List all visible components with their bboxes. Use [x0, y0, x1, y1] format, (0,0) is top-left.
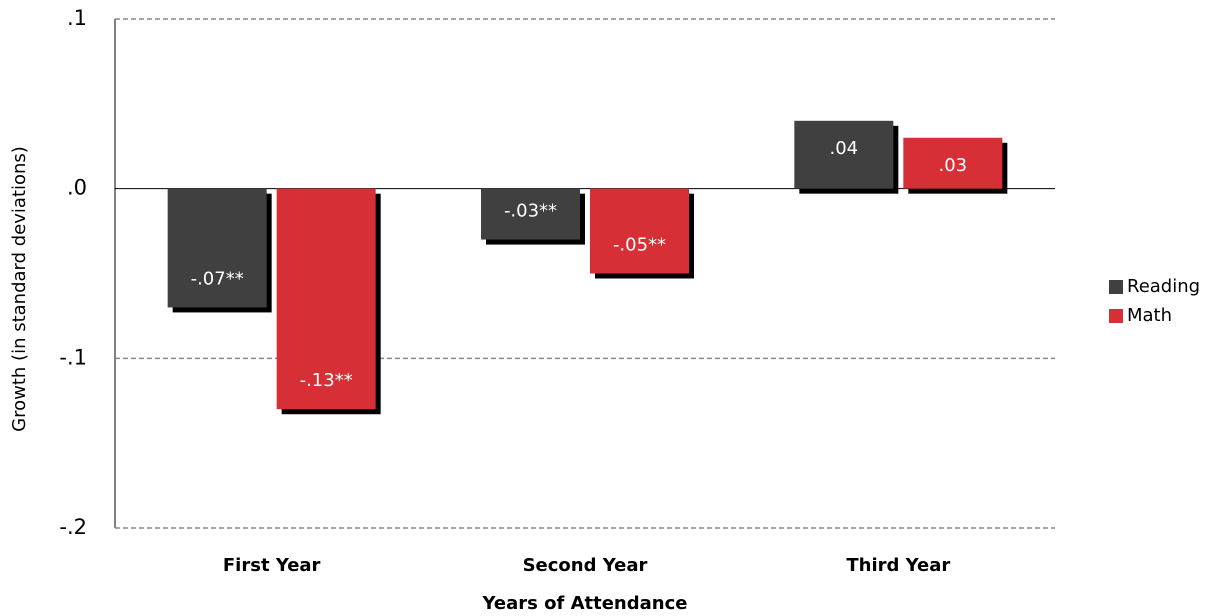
- y-tick-label: -.1: [59, 345, 87, 369]
- legend-swatch: [1109, 309, 1123, 323]
- bar: [590, 188, 689, 274]
- y-axis-title: Growth (in standard deviations): [9, 146, 30, 432]
- value-label: -.05**: [613, 235, 666, 256]
- y-tick-label: .1: [67, 6, 87, 30]
- y-tick-label: -.2: [59, 515, 87, 539]
- legend-label: Math: [1127, 305, 1172, 326]
- x-axis-title: Years of Attendance: [482, 593, 688, 614]
- value-label: -.07**: [191, 268, 244, 289]
- x-tick-label: Second Year: [523, 555, 648, 576]
- legend-swatch: [1109, 280, 1123, 294]
- bar: [276, 188, 376, 410]
- value-label: -.03**: [504, 201, 557, 222]
- x-tick-label: Third Year: [846, 555, 950, 576]
- value-label: .04: [830, 138, 859, 159]
- legend-label: Reading: [1127, 276, 1200, 297]
- x-tick-label: First Year: [223, 555, 321, 576]
- bar: [903, 137, 1003, 189]
- bar: [794, 120, 894, 189]
- bar: [167, 188, 267, 308]
- bar: [481, 188, 580, 240]
- y-tick-label: .0: [67, 176, 87, 200]
- value-label: .03: [939, 155, 968, 176]
- value-label: -.13**: [300, 370, 353, 391]
